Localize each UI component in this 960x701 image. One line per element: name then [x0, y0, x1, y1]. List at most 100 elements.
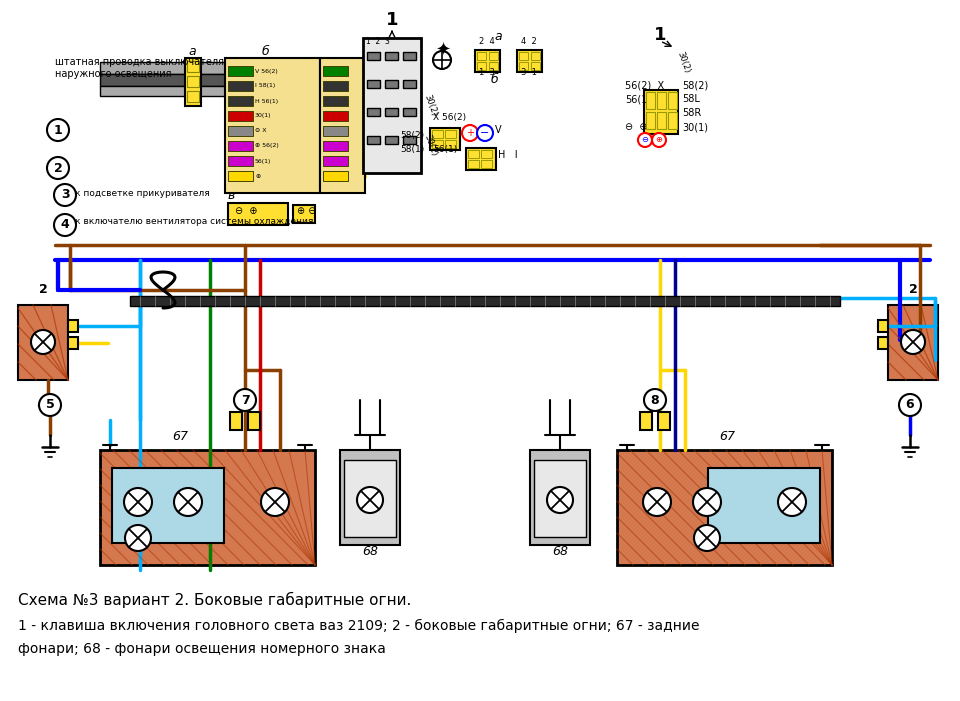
Text: 1: 1 — [654, 26, 666, 44]
Circle shape — [638, 133, 652, 147]
Bar — [489, 52, 498, 60]
Bar — [708, 468, 820, 543]
Text: ⊕: ⊕ — [255, 174, 260, 179]
Circle shape — [124, 488, 152, 516]
Bar — [468, 160, 479, 168]
Bar — [320, 58, 365, 193]
Text: ⊕ 56(2): ⊕ 56(2) — [255, 144, 278, 149]
Text: 4: 4 — [60, 219, 69, 231]
Text: 58(1): 58(1) — [400, 145, 424, 154]
Text: в: в — [228, 189, 235, 202]
Bar — [100, 450, 315, 565]
Bar — [344, 460, 396, 537]
Bar — [187, 76, 199, 87]
Text: 30(1): 30(1) — [255, 114, 272, 118]
Text: 3: 3 — [60, 189, 69, 201]
Bar — [363, 38, 421, 173]
Text: H   I: H I — [498, 150, 517, 160]
Bar — [323, 141, 348, 151]
Bar — [323, 66, 348, 76]
Bar — [646, 92, 655, 109]
Text: 3  1: 3 1 — [521, 68, 537, 77]
Bar — [293, 205, 315, 223]
Bar — [519, 52, 528, 60]
Bar — [489, 62, 498, 70]
Bar — [228, 66, 253, 76]
Text: 56(2)  X: 56(2) X — [625, 80, 664, 90]
Bar — [403, 52, 416, 60]
Circle shape — [261, 488, 289, 516]
Bar — [228, 141, 253, 151]
Circle shape — [357, 487, 383, 513]
Circle shape — [125, 525, 151, 551]
Text: 68: 68 — [552, 545, 568, 558]
Text: V 56(2): V 56(2) — [255, 69, 277, 74]
Circle shape — [433, 51, 451, 69]
Bar — [228, 81, 253, 91]
Bar — [185, 58, 201, 106]
Bar — [477, 62, 486, 70]
Text: 56(1): 56(1) — [433, 145, 457, 154]
Circle shape — [901, 330, 925, 354]
Text: −: − — [480, 128, 490, 138]
Bar — [445, 140, 456, 148]
Bar — [323, 81, 348, 91]
Bar — [323, 171, 348, 181]
Bar — [432, 140, 443, 148]
Bar — [323, 96, 348, 106]
Text: 58(2): 58(2) — [682, 80, 708, 90]
Text: ✦: ✦ — [435, 42, 450, 60]
Text: 67: 67 — [719, 430, 735, 443]
Text: 30(1): 30(1) — [422, 133, 438, 157]
Bar — [385, 108, 398, 116]
Bar — [18, 305, 68, 380]
Text: штатная проводка выключателя: штатная проводка выключателя — [55, 57, 224, 67]
Bar — [112, 468, 224, 543]
Text: 8: 8 — [651, 393, 660, 407]
Bar — [668, 112, 677, 129]
Circle shape — [234, 389, 256, 411]
Text: 1  3: 1 3 — [479, 68, 495, 77]
Text: 1: 1 — [54, 123, 62, 137]
Text: 58(2): 58(2) — [400, 131, 424, 140]
Text: к подсветке прикуривателя: к подсветке прикуривателя — [75, 189, 209, 198]
Text: 5: 5 — [46, 398, 55, 411]
Circle shape — [477, 125, 493, 141]
Bar — [640, 412, 652, 430]
Text: 56(1): 56(1) — [625, 94, 651, 104]
Text: 2: 2 — [54, 161, 62, 175]
Bar — [878, 320, 888, 332]
Text: 7: 7 — [241, 393, 250, 407]
Text: 30(2): 30(2) — [675, 50, 691, 74]
Bar — [68, 320, 78, 332]
Circle shape — [174, 488, 202, 516]
Text: 30(2): 30(2) — [422, 93, 438, 117]
Bar — [517, 50, 542, 72]
Bar — [323, 156, 348, 166]
Text: 2: 2 — [908, 283, 918, 296]
Text: наружного освещения: наружного освещения — [55, 69, 172, 79]
Bar — [403, 80, 416, 88]
Bar — [658, 412, 670, 430]
Text: X 56(2): X 56(2) — [433, 113, 467, 122]
Circle shape — [31, 330, 55, 354]
Circle shape — [693, 488, 721, 516]
Bar — [888, 305, 938, 380]
Circle shape — [462, 125, 478, 141]
Bar — [519, 62, 528, 70]
Bar — [657, 112, 666, 129]
Text: +: + — [466, 128, 474, 138]
Bar — [228, 126, 253, 136]
Bar — [475, 50, 500, 72]
Bar — [228, 171, 253, 181]
Circle shape — [644, 389, 666, 411]
Text: а: а — [494, 30, 502, 43]
Bar — [668, 92, 677, 109]
Bar — [100, 62, 245, 74]
Text: 2: 2 — [38, 283, 47, 296]
Bar — [228, 111, 253, 121]
Text: б: б — [491, 73, 498, 86]
Bar — [617, 450, 832, 565]
Text: ⊕ ⊖: ⊕ ⊖ — [297, 206, 317, 216]
Text: 58R: 58R — [682, 108, 701, 118]
